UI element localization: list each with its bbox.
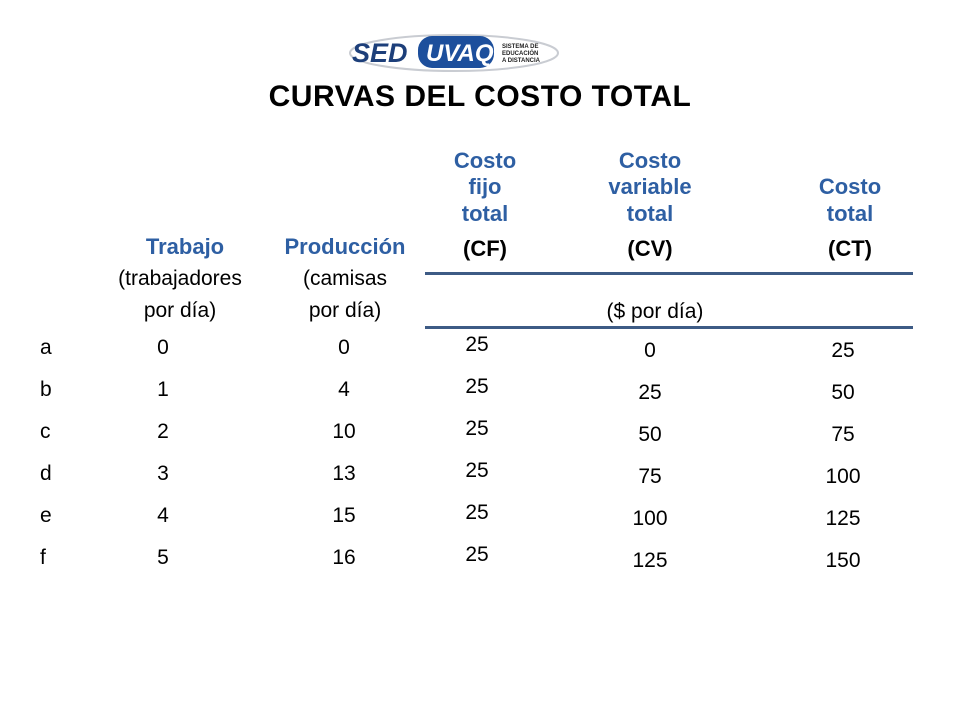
- cell-trabajo: 5: [157, 546, 169, 569]
- cell-trabajo: 3: [157, 462, 169, 485]
- cell-ct: 50: [831, 381, 855, 404]
- header-trabajo-unit-2: por día): [143, 299, 217, 322]
- cell-cf: 25: [465, 333, 489, 356]
- header-ct-abbr: (CT): [828, 236, 872, 261]
- sed-uvaq-logo: SED UVAQ SISTEMA DE EDUCACIÓN A DISTANCI…: [349, 34, 559, 72]
- cell-cv: 125: [632, 549, 668, 572]
- header-cv-line1: Costo: [618, 148, 682, 173]
- cell-produccion: 13: [332, 462, 356, 485]
- cell-trabajo: 2: [157, 420, 169, 443]
- header-cf-line2: fijo: [468, 174, 502, 199]
- logo-tagline-1: SISTEMA DE: [502, 44, 538, 50]
- header-produccion-unit-2: por día): [308, 299, 382, 322]
- header-divider-top: [425, 272, 913, 275]
- cell-cv: 50: [638, 423, 662, 446]
- row-label: a: [40, 336, 52, 359]
- row-label: e: [40, 504, 52, 527]
- cell-produccion: 0: [338, 336, 350, 359]
- header-divider-bottom: [425, 326, 913, 329]
- page-title: CURVAS DEL COSTO TOTAL: [268, 80, 692, 113]
- cell-produccion: 16: [332, 546, 356, 569]
- row-label: c: [40, 420, 51, 443]
- cell-produccion: 4: [338, 378, 350, 401]
- cell-trabajo: 0: [157, 336, 169, 359]
- cell-cv: 25: [638, 381, 662, 404]
- logo-tagline-2: EDUCACIÓN: [502, 49, 538, 57]
- cell-ct: 100: [825, 465, 861, 488]
- header-produccion: Producción: [284, 234, 406, 259]
- cell-ct: 125: [825, 507, 861, 530]
- logo-text-uvaq: UVAQ: [426, 40, 494, 67]
- header-units: ($ por día): [606, 300, 704, 323]
- row-label: d: [40, 462, 52, 485]
- row-label: f: [40, 546, 46, 569]
- header-ct-line2: total: [826, 201, 874, 226]
- cell-cv: 0: [644, 339, 656, 362]
- header-cf-line3: total: [461, 201, 509, 226]
- logo-text-sed: SED: [352, 38, 408, 68]
- row-label: b: [40, 378, 52, 401]
- cell-ct: 150: [825, 549, 861, 572]
- header-cv-line2: variable: [608, 174, 692, 199]
- cell-produccion: 10: [332, 420, 356, 443]
- cell-trabajo: 4: [157, 504, 169, 527]
- header-cv-line3: total: [626, 201, 674, 226]
- header-cf-abbr: (CF): [463, 236, 507, 261]
- cell-cv: 100: [632, 507, 668, 530]
- cell-produccion: 15: [332, 504, 356, 527]
- cell-cf: 25: [465, 459, 489, 482]
- header-ct-line1: Costo: [818, 174, 882, 199]
- cell-ct: 75: [831, 423, 855, 446]
- cell-cf: 25: [465, 417, 489, 440]
- cell-ct: 25: [831, 339, 855, 362]
- cell-trabajo: 1: [157, 378, 169, 401]
- header-trabajo: Trabajo: [145, 234, 225, 259]
- cell-cv: 75: [638, 465, 662, 488]
- logo-tagline-3: A DISTANCIA: [502, 58, 541, 64]
- cell-cf: 25: [465, 501, 489, 524]
- cell-cf: 25: [465, 543, 489, 566]
- header-cf-line1: Costo: [453, 148, 517, 173]
- cell-cf: 25: [465, 375, 489, 398]
- header-produccion-unit-1: (camisas: [302, 267, 387, 290]
- header-cv-abbr: (CV): [627, 236, 673, 261]
- header-trabajo-unit-1: (trabajadores: [118, 267, 242, 290]
